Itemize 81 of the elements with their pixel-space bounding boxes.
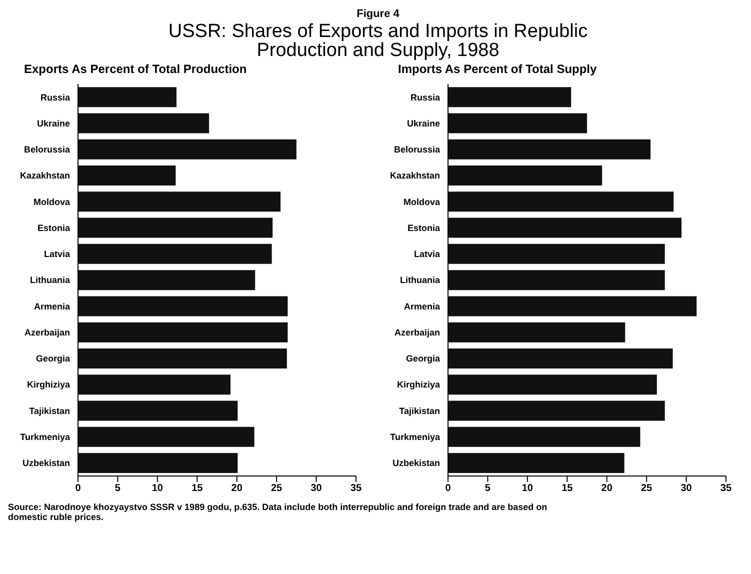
- y-tick-label: Estonia: [407, 222, 441, 233]
- y-tick-label: Turkmeniya: [390, 432, 441, 442]
- x-tick-label: 20: [231, 483, 243, 494]
- bar: [78, 113, 210, 134]
- x-tick-label: 30: [310, 483, 322, 494]
- x-tick-label: 25: [641, 483, 653, 494]
- bar: [448, 426, 640, 447]
- bar: [448, 348, 673, 368]
- y-tick-label: Kazakhstan: [390, 170, 440, 181]
- x-tick-label: 5: [484, 483, 491, 494]
- bar: [448, 453, 624, 474]
- x-tick-label: 10: [152, 483, 164, 494]
- bar: [78, 322, 288, 342]
- x-tick-label: 15: [192, 483, 204, 494]
- bar: [448, 244, 665, 264]
- y-tick-label: Tajikistan: [399, 406, 440, 416]
- y-tick-label: Ukraine: [406, 118, 440, 128]
- text: USSR: Shares of Exports and Imports in Republic Production and Supply, 1988: [167, 21, 589, 61]
- bar: [78, 166, 176, 186]
- x-tick-label: 20: [601, 483, 613, 494]
- bar: [78, 426, 254, 447]
- bar: [78, 348, 287, 368]
- y-tick-label: Latvia: [414, 249, 441, 260]
- y-tick-label: Georgia: [36, 354, 71, 364]
- chart-title: Imports As Percent of Total Supply: [398, 62, 598, 78]
- y-tick-label: Lithuania: [400, 275, 441, 286]
- y-tick-label: Latvia: [44, 249, 71, 260]
- bar: [78, 87, 176, 108]
- y-tick-label: Moldova: [403, 196, 441, 207]
- bar: [78, 192, 281, 212]
- y-tick-label: Uzbekistan: [22, 458, 70, 468]
- x-tick-label: 5: [114, 483, 121, 494]
- bar: [448, 374, 657, 395]
- y-tick-label: Belorussia: [24, 144, 71, 155]
- y-tick-label: Estonia: [37, 222, 71, 233]
- bar: [78, 218, 273, 238]
- bar: [78, 296, 288, 316]
- y-tick-label: Uzbekistan: [392, 458, 440, 468]
- x-tick-label: 35: [350, 483, 362, 494]
- bar: [78, 453, 238, 474]
- bar: [448, 296, 697, 316]
- chart-title: Exports As Percent of Total Production: [24, 62, 248, 78]
- y-tick-label: Kirghiziya: [26, 380, 71, 390]
- y-tick-label: Belorussia: [394, 144, 441, 155]
- y-tick-label: Tajikistan: [29, 406, 70, 416]
- bar: [448, 87, 572, 108]
- bar: [78, 270, 256, 290]
- bar: [448, 218, 682, 238]
- x-tick-label: 15: [562, 483, 574, 494]
- x-tick-label: 30: [680, 483, 692, 494]
- x-tick-label: 0: [75, 483, 82, 494]
- bar: [78, 139, 296, 160]
- x-tick-label: 10: [522, 483, 534, 494]
- bar: [448, 139, 651, 160]
- caption: Figure 4: [356, 8, 400, 20]
- y-tick-label: Lithuania: [30, 275, 71, 286]
- bar: [448, 166, 602, 186]
- x-tick-label: 0: [445, 483, 452, 494]
- y-tick-label: Armenia: [404, 301, 441, 312]
- y-tick-label: Russia: [410, 92, 441, 102]
- source-note: Source: Narodnoye khozyaystvo SSSR v 1989 godu, p.635. Data include both interrepublic and foreign trade and are based on domestic ruble prices.: [8, 502, 548, 522]
- y-tick-label: Georgia: [406, 354, 441, 364]
- bar: [448, 270, 665, 290]
- bar: [448, 113, 587, 134]
- y-tick-label: Ukraine: [36, 118, 70, 128]
- y-tick-label: Azerbaijan: [394, 327, 440, 338]
- x-tick-label: 35: [720, 483, 732, 494]
- bar: [448, 400, 665, 421]
- bar: [448, 322, 626, 342]
- y-tick-label: Moldova: [33, 196, 71, 207]
- bar: [78, 374, 231, 395]
- bar: [448, 192, 674, 212]
- bar: [78, 400, 238, 421]
- y-tick-label: Russia: [40, 92, 71, 102]
- y-tick-label: Kazakhstan: [20, 170, 70, 181]
- y-tick-label: Azerbaijan: [24, 327, 70, 338]
- bar: [78, 244, 272, 264]
- x-tick-label: 25: [271, 483, 283, 494]
- y-tick-label: Turkmeniya: [20, 432, 71, 442]
- y-tick-label: Armenia: [34, 301, 71, 312]
- y-tick-label: Kirghiziya: [396, 380, 441, 390]
